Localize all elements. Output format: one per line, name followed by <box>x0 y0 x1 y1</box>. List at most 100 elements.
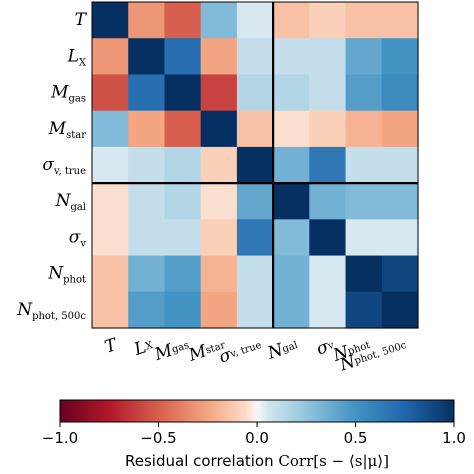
heatmap-cell <box>381 183 419 220</box>
heatmap-cell <box>164 2 202 39</box>
heatmap-cell <box>236 255 274 293</box>
heatmap-cell <box>236 2 274 39</box>
heatmap-cell <box>164 74 202 112</box>
heatmap-cell <box>273 255 310 293</box>
heatmap-cell <box>381 146 419 184</box>
heatmap-cell <box>345 183 383 220</box>
heatmap-cell <box>164 291 202 329</box>
heatmap-cell <box>273 110 310 148</box>
heatmap-cell <box>236 74 274 112</box>
block-dividers <box>92 2 418 328</box>
heatmap-cell <box>273 74 310 112</box>
heatmap-cell <box>309 2 347 39</box>
y-label: Nphot <box>47 264 86 286</box>
heatmap-cell <box>92 291 129 329</box>
heatmap-cell <box>273 2 310 39</box>
heatmap-cell <box>381 38 419 76</box>
heatmap-cell <box>345 291 383 329</box>
heatmap-cell <box>92 110 129 148</box>
heatmap-cell <box>309 219 347 257</box>
heatmap-cell <box>164 146 202 184</box>
heatmap-cell <box>200 38 238 76</box>
heatmap-cell <box>92 38 129 76</box>
colorbar-tick-label: −0.5 <box>140 429 176 447</box>
heatmap-cell <box>92 146 129 184</box>
y-label: T <box>75 10 88 30</box>
colorbar-tick-label: −1.0 <box>42 429 78 447</box>
heatmap-cell <box>273 291 310 329</box>
heatmap-cell <box>345 2 383 39</box>
heatmap-cell <box>345 255 383 293</box>
heatmap-cell <box>128 219 166 257</box>
heatmap-cell <box>128 255 166 293</box>
x-label: LX <box>131 335 156 360</box>
heatmap-cell <box>345 146 383 184</box>
y-label: Nphot, 500c <box>16 300 86 322</box>
heatmap-cell <box>273 183 310 220</box>
heatmap-cell <box>381 74 419 112</box>
colorbar-label: Residual correlation Corr[s − ⟨s|μ⟩] <box>125 452 389 470</box>
heatmap-cell <box>381 2 419 39</box>
heatmap-cell <box>92 183 129 220</box>
colorbar-ticks: −1.0 −0.5 0.0 0.5 1.0 <box>42 422 466 447</box>
heatmap-cell <box>345 219 383 257</box>
heatmap-cell <box>200 219 238 257</box>
colorbar-label-math: Corr[s − ⟨s|μ⟩] <box>278 452 389 470</box>
x-label: σv, true <box>217 335 265 368</box>
colorbar-tick-label: 1.0 <box>442 429 466 447</box>
heatmap-cell <box>273 219 310 257</box>
heatmap-cell <box>381 219 419 257</box>
x-label: σv <box>314 335 337 359</box>
heatmap-cell <box>381 291 419 329</box>
heatmap-cell <box>128 74 166 112</box>
heatmap-cell <box>345 38 383 76</box>
y-label: LX <box>67 46 87 68</box>
heatmap-cell <box>381 255 419 293</box>
heatmap-cell <box>200 291 238 329</box>
colorbar-tick-label: 0.5 <box>344 429 368 447</box>
heatmap-cell <box>164 38 202 76</box>
heatmap-cell <box>273 146 310 184</box>
y-label: σv <box>69 227 87 249</box>
heatmap-cell <box>236 38 274 76</box>
y-label: Ngal <box>55 191 86 213</box>
heatmap-cell <box>200 110 238 148</box>
heatmap-cell <box>200 183 238 220</box>
heatmap-cell <box>309 110 347 148</box>
heatmap-cell <box>128 38 166 76</box>
heatmap-cell <box>200 2 238 39</box>
heatmap-cell <box>200 255 238 293</box>
heatmap-cell <box>345 74 383 112</box>
x-label: Ngal <box>264 335 300 364</box>
heatmap-cell <box>92 219 129 257</box>
colorbar <box>59 399 455 423</box>
heatmap-cell <box>128 183 166 220</box>
heatmap-cell <box>309 74 347 112</box>
y-label: Mstar <box>48 119 87 141</box>
heatmap-cell <box>128 110 166 148</box>
heatmap-cell <box>236 219 274 257</box>
heatmap-cell <box>273 38 310 76</box>
heatmap-cell <box>381 110 419 148</box>
heatmap-cell <box>92 74 129 112</box>
heatmap-cell <box>92 2 129 39</box>
heatmap-cell <box>128 2 166 39</box>
heatmap-cell <box>164 255 202 293</box>
heatmap-cell <box>164 183 202 220</box>
heatmap-cell <box>236 183 274 220</box>
heatmap-cell <box>345 110 383 148</box>
y-label: σv, true <box>42 155 86 177</box>
heatmap-cell <box>164 110 202 148</box>
heatmap-cell <box>236 291 274 329</box>
y-axis-labels: T LX Mgas Mstar σv, true Ngal σv Nphot Nphot, 50… <box>16 10 87 322</box>
colorbar-label-text: Residual correlation <box>125 452 274 470</box>
heatmap-cell <box>128 146 166 184</box>
x-label: Mgas <box>151 335 191 365</box>
heatmap-frame <box>91 1 419 329</box>
heatmap-cell <box>164 219 202 257</box>
colorbar-tick-label: 0.0 <box>245 429 269 447</box>
heatmap-cell <box>309 146 347 184</box>
heatmap-cell <box>236 146 274 184</box>
